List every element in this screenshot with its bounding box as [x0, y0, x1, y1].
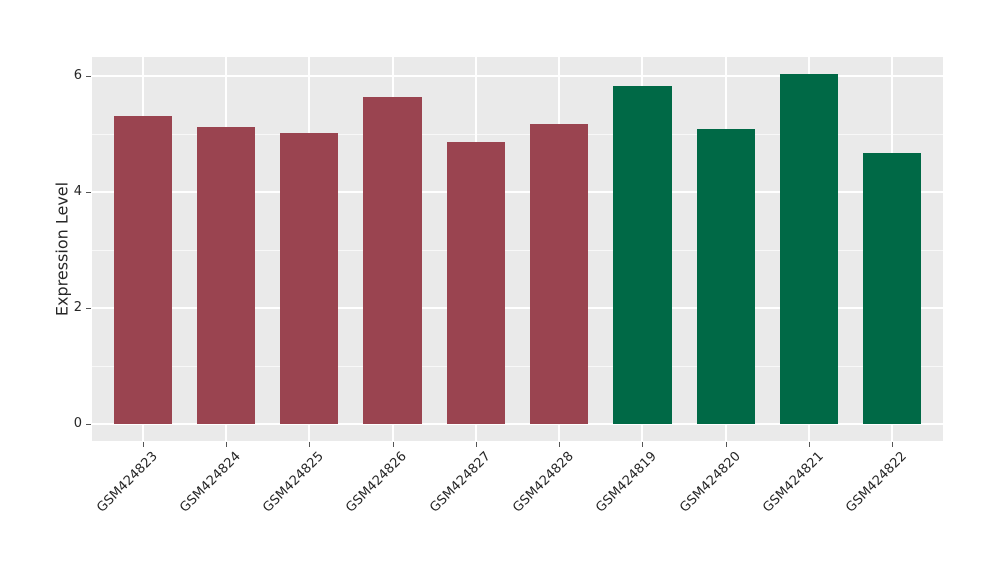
x-tick-label-GSM424826: GSM424826 — [343, 449, 411, 516]
bar-GSM424821 — [779, 74, 839, 424]
y-tick-6 — [86, 76, 91, 78]
y-tick-label-4: 4 — [73, 183, 82, 199]
x-tick-label-GSM424821: GSM424821 — [759, 449, 827, 516]
x-tick-label-GSM424820: GSM424820 — [676, 449, 744, 516]
gridline-minor-y-5 — [92, 134, 943, 136]
y-tick-4 — [86, 191, 91, 193]
x-tick-GSM424825 — [309, 442, 311, 447]
y-tick-0 — [86, 423, 91, 425]
gridline-major-y-2 — [92, 306, 943, 309]
x-tick-label-GSM424819: GSM424819 — [593, 449, 661, 516]
bar-GSM424827 — [446, 141, 505, 424]
x-tick-GSM424828 — [559, 442, 561, 447]
gridline-minor-y-1 — [92, 365, 943, 367]
bar-GSM424822 — [863, 153, 922, 424]
bar-GSM424823 — [113, 116, 172, 424]
x-tick-label-GSM424828: GSM424828 — [510, 449, 577, 516]
plot-panel — [92, 57, 943, 441]
x-tick-GSM424819 — [642, 442, 644, 447]
gridline-major-y-4 — [92, 190, 943, 193]
x-tick-GSM424824 — [226, 442, 228, 447]
gridline-major-y-0 — [92, 422, 943, 425]
x-tick-GSM424827 — [475, 442, 477, 447]
x-tick-GSM424823 — [142, 442, 144, 447]
x-tick-GSM424820 — [725, 442, 727, 447]
x-tick-label-GSM424827: GSM424827 — [426, 449, 494, 516]
x-tick-label-GSM424822: GSM424822 — [843, 449, 910, 516]
x-tick-label-GSM424825: GSM424825 — [260, 449, 327, 516]
x-tick-GSM424821 — [808, 442, 810, 447]
gridline-major-y-6 — [92, 75, 943, 78]
gridline-minor-y-3 — [92, 249, 943, 251]
y-axis-title: Expression Level — [52, 181, 72, 317]
y-tick-2 — [86, 307, 91, 309]
y-tick-label-0: 0 — [73, 415, 82, 431]
x-tick-GSM424826 — [392, 442, 394, 447]
y-tick-label-2: 2 — [73, 299, 82, 315]
bar-GSM424826 — [363, 96, 422, 424]
bar-GSM424820 — [696, 129, 755, 424]
bar-GSM424828 — [529, 123, 589, 424]
bar-GSM424819 — [613, 85, 672, 424]
bar-GSM424825 — [280, 132, 339, 424]
y-tick-label-6: 6 — [73, 68, 82, 84]
bar-GSM424824 — [196, 126, 256, 424]
x-tick-label-GSM424824: GSM424824 — [177, 449, 244, 516]
x-tick-label-GSM424823: GSM424823 — [93, 449, 161, 516]
x-tick-GSM424822 — [892, 442, 894, 447]
